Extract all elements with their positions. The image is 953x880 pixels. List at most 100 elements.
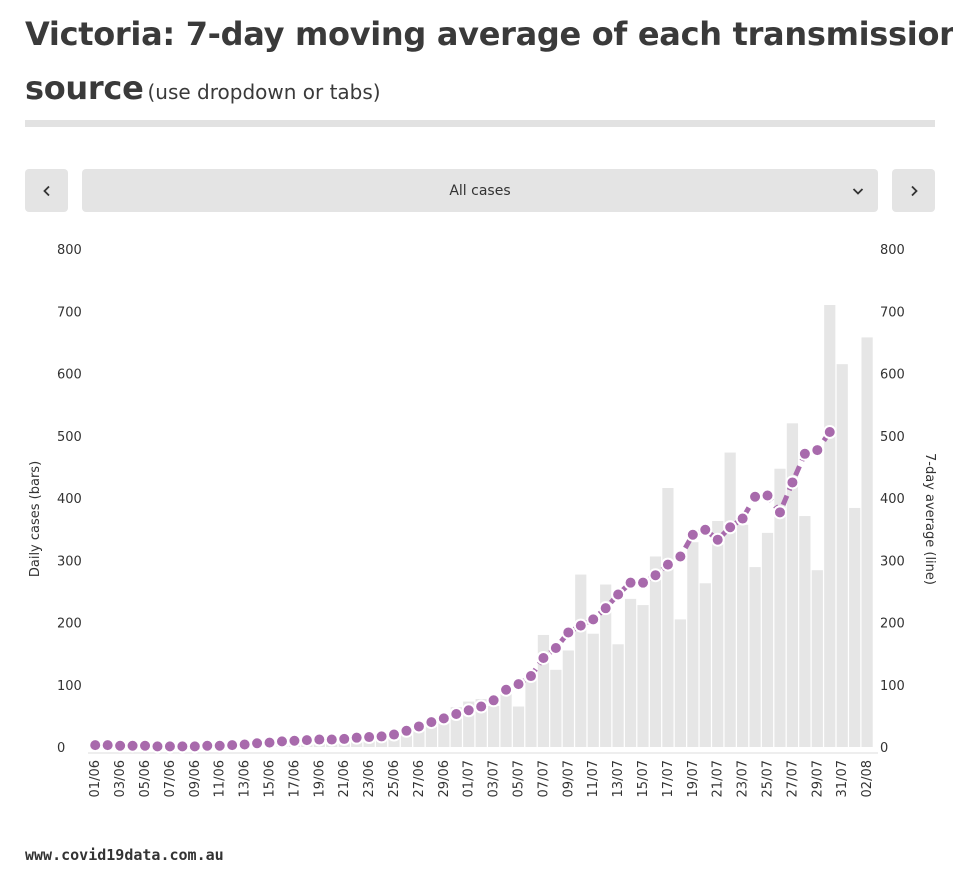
next-button[interactable] bbox=[892, 169, 935, 212]
y-tick-left-200: 200 bbox=[57, 617, 82, 632]
x-tick-23/06: 23/06 bbox=[362, 760, 377, 797]
bar-03/07 bbox=[488, 705, 500, 747]
average-point-15/06 bbox=[262, 735, 277, 750]
average-point-18/06 bbox=[299, 733, 314, 748]
moving-average-chart: 0 100 200 300 400 500 600 700 800 0 100 200 300 400 5… bbox=[28, 243, 937, 797]
bar-29/07 bbox=[811, 570, 823, 747]
chevron-down-icon bbox=[852, 188, 864, 195]
average-point-23/06 bbox=[362, 730, 377, 745]
bar-09/07 bbox=[562, 650, 574, 747]
average-point-04/06 bbox=[125, 738, 140, 753]
average-point-10/07 bbox=[573, 618, 588, 633]
bar-27/06 bbox=[413, 723, 425, 747]
average-point-03/06 bbox=[113, 738, 128, 753]
y-tick-right-700: 700 bbox=[880, 305, 905, 320]
x-tick-31/07: 31/07 bbox=[835, 760, 850, 797]
x-tick-29/07: 29/07 bbox=[810, 760, 825, 797]
chart-header: Victoria: 7-day moving average of each t… bbox=[25, 12, 953, 116]
bar-19/07 bbox=[687, 542, 699, 747]
average-point-28/06 bbox=[424, 715, 439, 730]
average-point-13/06 bbox=[237, 737, 252, 752]
bar-11/07 bbox=[587, 633, 599, 747]
average-point-30/06 bbox=[449, 707, 464, 722]
chevron-left-icon bbox=[42, 185, 50, 196]
chart-subtitle: (use dropdown or tabs) bbox=[147, 80, 381, 104]
bar-27/07 bbox=[786, 423, 799, 747]
bar-30/07 bbox=[824, 305, 836, 747]
average-point-29/06 bbox=[436, 711, 451, 726]
bar-02/08 bbox=[861, 337, 873, 747]
average-point-06/07 bbox=[523, 669, 538, 684]
bar-12/07 bbox=[600, 584, 612, 747]
average-point-23/07 bbox=[735, 511, 750, 526]
average-point-12/06 bbox=[225, 738, 240, 753]
x-tick-09/07: 09/07 bbox=[561, 760, 576, 797]
bar-15/07 bbox=[637, 605, 649, 747]
previous-button[interactable] bbox=[25, 169, 68, 212]
average-point-09/07 bbox=[561, 625, 576, 640]
bar-05/07 bbox=[512, 706, 525, 747]
source-credit: www.covid19data.com.au bbox=[25, 846, 224, 864]
chart-title-continued: source (use dropdown or tabs) bbox=[25, 66, 935, 116]
average-point-02/06 bbox=[100, 738, 115, 753]
average-point-22/07 bbox=[723, 520, 738, 535]
x-tick-25/06: 25/06 bbox=[387, 760, 402, 797]
average-point-05/07 bbox=[511, 677, 526, 692]
x-tick-05/06: 05/06 bbox=[138, 760, 153, 797]
y-tick-right-100: 100 bbox=[880, 679, 905, 694]
bar-21/07 bbox=[712, 521, 724, 747]
bar-08/07 bbox=[550, 669, 562, 747]
x-tick-13/06: 13/06 bbox=[238, 760, 253, 797]
bar-29/06 bbox=[438, 716, 450, 747]
x-tick-27/06: 27/06 bbox=[412, 760, 427, 797]
y-tick-right-500: 500 bbox=[880, 430, 905, 445]
average-point-06/06 bbox=[150, 739, 165, 754]
x-tick-03/06: 03/06 bbox=[113, 760, 128, 797]
y-axis-left: 0 100 200 300 400 500 600 700 800 bbox=[57, 243, 82, 756]
moving-average-line bbox=[88, 425, 837, 754]
y-tick-right-400: 400 bbox=[880, 492, 905, 507]
average-point-04/07 bbox=[499, 682, 514, 697]
y-axis-title-right: 7-day average (line) bbox=[922, 453, 937, 585]
y-tick-left-700: 700 bbox=[57, 305, 82, 320]
average-point-07/07 bbox=[536, 650, 551, 665]
x-tick-15/06: 15/06 bbox=[263, 760, 278, 797]
y-tick-left-400: 400 bbox=[57, 492, 82, 507]
y-tick-right-600: 600 bbox=[880, 368, 905, 383]
average-point-25/06 bbox=[387, 727, 402, 742]
average-point-21/07 bbox=[710, 532, 725, 547]
bar-25/07 bbox=[761, 532, 774, 747]
average-point-08/06 bbox=[175, 739, 190, 754]
y-tick-left-300: 300 bbox=[57, 554, 82, 569]
average-point-07/06 bbox=[162, 739, 177, 754]
x-tick-02/08: 02/08 bbox=[860, 760, 875, 797]
bar-10/07 bbox=[575, 574, 587, 747]
average-point-30/07 bbox=[822, 425, 837, 440]
y-tick-left-500: 500 bbox=[57, 430, 82, 445]
bar-28/07 bbox=[799, 516, 811, 747]
average-point-10/06 bbox=[200, 738, 215, 753]
average-point-01/06 bbox=[88, 738, 103, 753]
average-point-13/07 bbox=[611, 587, 626, 602]
average-point-29/07 bbox=[810, 443, 825, 458]
average-point-26/06 bbox=[399, 723, 414, 738]
average-point-25/07 bbox=[760, 488, 775, 503]
average-point-18/07 bbox=[673, 549, 688, 564]
x-tick-23/07: 23/07 bbox=[736, 760, 751, 797]
x-tick-21/06: 21/06 bbox=[337, 760, 352, 797]
average-point-11/06 bbox=[212, 738, 227, 753]
x-tick-17/07: 17/07 bbox=[661, 760, 676, 797]
average-point-24/06 bbox=[374, 729, 389, 744]
bar-28/06 bbox=[425, 721, 437, 747]
daily-cases-bars bbox=[89, 305, 873, 747]
average-point-20/06 bbox=[324, 732, 339, 747]
x-tick-13/07: 13/07 bbox=[611, 760, 626, 797]
x-tick-19/06: 19/06 bbox=[312, 760, 327, 797]
average-point-16/07 bbox=[648, 568, 663, 583]
average-point-03/07 bbox=[486, 693, 501, 708]
average-point-27/06 bbox=[411, 719, 426, 734]
bar-31/07 bbox=[836, 364, 848, 747]
x-tick-29/06: 29/06 bbox=[437, 760, 452, 797]
y-tick-left-100: 100 bbox=[57, 679, 82, 694]
transmission-source-select[interactable]: All cases bbox=[82, 169, 878, 212]
